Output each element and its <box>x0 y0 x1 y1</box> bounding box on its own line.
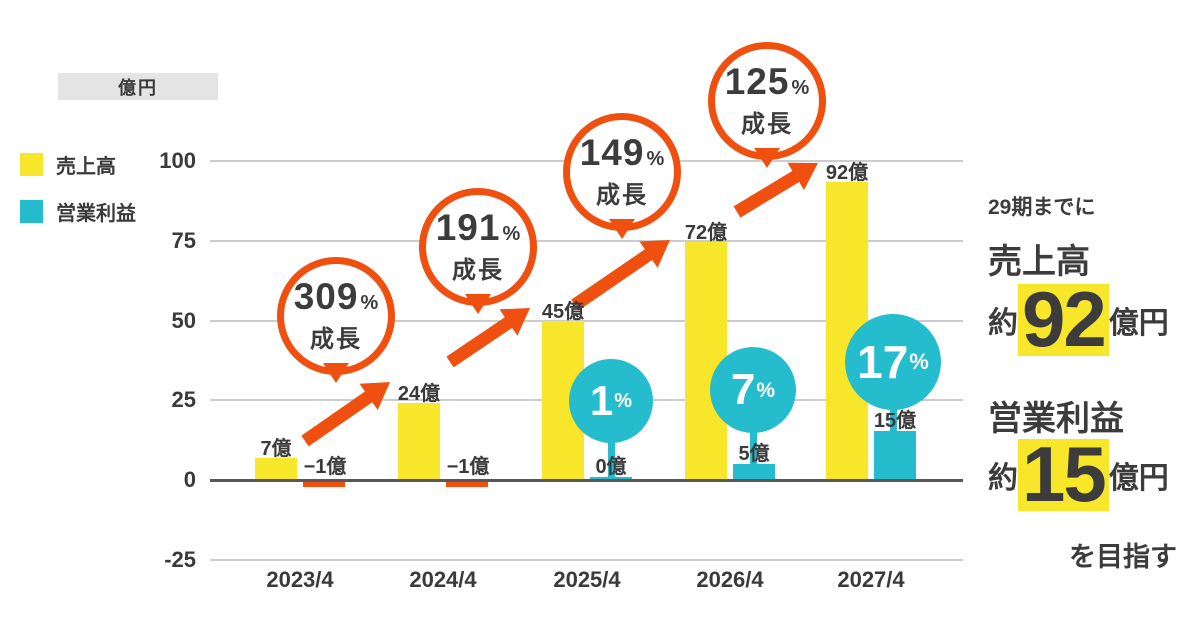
growth-callout: 149% 成長 <box>563 113 681 239</box>
profit-margin-badge: 17% <box>845 314 941 410</box>
growth-value: 309 <box>293 276 359 317</box>
bar-value-revenue: 7億 <box>260 438 292 460</box>
y-tick-label: 0 <box>183 467 196 492</box>
legend-label-revenue: 売上高 <box>56 156 116 178</box>
legend-label-profit: 営業利益 <box>56 203 136 225</box>
bar-value-profit: −1億 <box>303 456 347 478</box>
profit-margin-badge: 7% <box>710 347 796 433</box>
badge-percent-sign: % <box>756 378 776 402</box>
bar-profit <box>874 431 916 480</box>
bar-profit <box>733 464 775 481</box>
unit-label-box: 億円 <box>58 73 218 100</box>
growth-caption: 成長 <box>596 182 648 209</box>
gridline-50 <box>210 320 963 322</box>
growth-value: 125 <box>724 61 790 102</box>
badge-percent-sign: % <box>909 349 929 374</box>
x-tick-label: 2025/4 <box>553 567 621 592</box>
goal-footer: を目指す <box>1069 542 1177 572</box>
growth-callout: 125% 成長 <box>708 42 826 168</box>
badge-value: 1 <box>589 377 614 424</box>
growth-arrow <box>446 308 530 368</box>
bar-value-revenue: 24億 <box>397 383 441 405</box>
growth-caption: 成長 <box>741 111 793 138</box>
profit-margin-badge: 1% <box>569 359 653 443</box>
goal-revenue-label: 売上高 <box>988 243 1090 281</box>
goal-revenue-unit: 億円 <box>1108 306 1169 340</box>
bar-revenue <box>398 403 440 480</box>
y-tick-label: 75 <box>171 228 196 253</box>
bar-value-revenue: 92億 <box>825 162 869 184</box>
callout-pointer <box>323 363 349 383</box>
badge-value: 7 <box>730 365 756 414</box>
legend-item-revenue: 売上高 <box>20 150 136 179</box>
goal-profit-label: 営業利益 <box>988 400 1124 438</box>
y-tick-label: 50 <box>171 308 196 333</box>
x-axis-line <box>210 479 963 482</box>
growth-callout: 309% 成長 <box>277 257 395 383</box>
growth-arrow <box>301 382 390 447</box>
y-tick-label: -25 <box>164 547 196 572</box>
bar-value-profit: 15億 <box>873 410 917 432</box>
growth-percent-sign: % <box>502 223 521 245</box>
goal-profit-prefix: 約 <box>988 461 1018 495</box>
goal-profit-unit: 億円 <box>1108 461 1169 495</box>
growth-value: 191 <box>435 207 501 248</box>
bar-value-profit: 5億 <box>738 443 770 465</box>
growth-callout: 191% 成長 <box>419 188 537 314</box>
growth-percent-sign: % <box>360 292 379 314</box>
legend: 売上高 営業利益 <box>20 150 136 226</box>
unit-label: 億円 <box>118 77 158 98</box>
profit-swatch <box>20 200 43 223</box>
growth-arrow <box>571 240 670 311</box>
x-tick-label: 2026/4 <box>696 567 764 592</box>
goal-intro: 29期までに <box>988 196 1096 219</box>
callout-pointer <box>465 294 491 314</box>
bar-value-profit: 0億 <box>595 456 627 478</box>
growth-percent-sign: % <box>646 148 665 170</box>
growth-arrow <box>733 162 818 218</box>
x-tick-label: 2027/4 <box>837 567 905 592</box>
goal-revenue-amount: 約 92 億円 <box>988 280 1169 358</box>
revenue-swatch <box>20 153 43 176</box>
callout-pointer <box>609 219 635 239</box>
badge-value: 17 <box>857 336 909 388</box>
bar-profit-negative <box>446 482 488 487</box>
growth-caption: 成長 <box>310 326 362 353</box>
goal-revenue-prefix: 約 <box>988 306 1018 340</box>
callout-pointer <box>754 148 780 168</box>
bar-profit-negative <box>303 482 345 487</box>
bar-value-profit: −1億 <box>446 456 490 478</box>
bar-value-revenue: 72億 <box>684 222 728 244</box>
x-tick-label: 2023/4 <box>266 567 334 592</box>
growth-value: 149 <box>579 132 645 173</box>
y-tick-label: 100 <box>159 148 196 173</box>
bar-value-revenue: 45億 <box>541 301 585 323</box>
badge-percent-sign: % <box>614 390 633 412</box>
growth-caption: 成長 <box>452 257 504 284</box>
gridline--25 <box>210 559 963 561</box>
goal-revenue-value: 92 <box>1018 280 1109 358</box>
legend-item-profit: 営業利益 <box>20 197 136 226</box>
bar-revenue <box>255 458 297 480</box>
goal-profit-amount: 約 15 億円 <box>988 435 1169 513</box>
growth-percent-sign: % <box>791 77 810 99</box>
y-tick-label: 25 <box>171 387 196 412</box>
x-tick-label: 2024/4 <box>409 567 477 592</box>
goal-profit-value: 15 <box>1018 435 1109 513</box>
